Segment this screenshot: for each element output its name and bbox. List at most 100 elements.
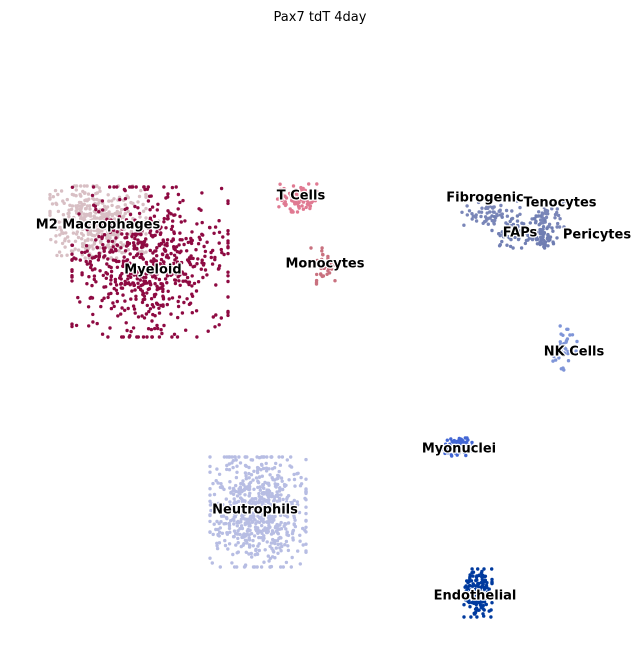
point-m2-macrophages — [100, 229, 104, 233]
point-tenocytes — [555, 207, 559, 211]
point-m2-macrophages — [118, 224, 122, 228]
point-endothelial — [475, 592, 479, 596]
point-t-cells — [300, 204, 304, 208]
point-myeloid — [87, 324, 91, 328]
point-myeloid — [178, 200, 182, 205]
point-m2-macrophages — [49, 237, 53, 242]
point-m2-macrophages — [48, 213, 52, 217]
point-m2-macrophages — [87, 244, 91, 248]
point-neutrophils — [264, 508, 268, 512]
point-m2-macrophages — [87, 213, 91, 217]
point-neutrophils — [293, 484, 297, 488]
point-m2-macrophages — [54, 201, 58, 205]
point-myeloid — [80, 250, 84, 255]
point-neutrophils — [265, 455, 269, 459]
point-neutrophils — [228, 530, 232, 534]
point-myeloid — [121, 335, 126, 339]
point-myeloid — [177, 295, 182, 299]
point-endothelial — [483, 578, 488, 582]
point-monocytes — [319, 272, 323, 276]
point-t-cells — [315, 182, 319, 186]
point-myeloid — [125, 232, 129, 236]
point-nk-cells — [555, 344, 559, 348]
point-m2-macrophages — [65, 197, 70, 202]
point-neutrophils — [232, 522, 236, 526]
point-fibrogenic — [485, 211, 489, 215]
point-nk-cells — [559, 348, 563, 353]
point-myeloid — [165, 217, 170, 221]
point-myeloid — [112, 286, 116, 291]
point-neutrophils — [247, 494, 251, 498]
cluster-tenocytes — [530, 201, 566, 229]
point-neutrophils — [285, 515, 290, 519]
point-neutrophils — [260, 491, 265, 495]
point-myeloid — [90, 283, 94, 288]
label-faps: FAPs — [503, 226, 538, 241]
point-myeloid — [100, 332, 105, 336]
point-myeloid — [182, 242, 186, 247]
point-neutrophils — [282, 506, 286, 510]
point-neutrophils — [303, 496, 307, 501]
point-myeloid — [200, 220, 204, 225]
point-fibrogenic — [492, 221, 496, 225]
point-m2-macrophages — [95, 184, 99, 188]
point-neutrophils — [278, 486, 282, 490]
point-m2-macrophages — [52, 220, 56, 225]
point-neutrophils — [221, 514, 226, 518]
point-nk-cells — [565, 337, 570, 341]
point-m2-macrophages — [119, 207, 124, 212]
point-neutrophils — [228, 500, 232, 504]
point-myeloid — [149, 259, 153, 263]
point-m2-macrophages — [113, 225, 118, 229]
point-neutrophils — [258, 497, 262, 502]
point-myeloid — [115, 230, 119, 234]
point-neutrophils — [227, 542, 232, 546]
point-myeloid — [125, 241, 130, 245]
point-m2-macrophages — [110, 212, 114, 217]
point-endothelial — [469, 615, 473, 619]
point-monocytes — [314, 280, 319, 285]
point-myeloid — [157, 219, 161, 224]
point-myeloid — [121, 264, 125, 269]
point-neutrophils — [241, 500, 246, 505]
point-neutrophils — [244, 486, 248, 491]
point-myeloid — [171, 261, 176, 266]
point-myeloid — [123, 308, 127, 312]
point-myeloid — [112, 185, 116, 189]
point-myeloid — [173, 281, 178, 286]
point-myeloid — [185, 275, 190, 280]
point-endothelial — [465, 596, 469, 600]
point-m2-macrophages — [57, 250, 62, 254]
point-myeloid — [119, 282, 123, 286]
point-m2-macrophages — [122, 223, 126, 227]
point-pericytes — [550, 226, 554, 230]
point-neutrophils — [263, 548, 267, 552]
point-myeloid — [87, 253, 91, 257]
point-fibrogenic — [515, 199, 519, 203]
point-myeloid — [98, 269, 102, 273]
point-neutrophils — [262, 497, 266, 502]
point-m2-macrophages — [61, 199, 65, 203]
point-myeloid — [94, 280, 98, 284]
point-nk-cells — [575, 339, 579, 344]
point-neutrophils — [230, 561, 234, 565]
point-m2-macrophages — [92, 228, 96, 232]
point-m2-macrophages — [122, 243, 126, 247]
point-myeloid — [151, 235, 155, 239]
point-myeloid — [145, 267, 150, 271]
point-neutrophils — [229, 519, 233, 523]
point-myeloid — [104, 276, 109, 280]
point-myeloid — [119, 246, 123, 250]
point-faps — [509, 217, 514, 221]
point-neutrophils — [243, 538, 248, 542]
point-neutrophils — [215, 544, 219, 548]
point-m2-macrophages — [61, 213, 66, 217]
point-myeloid — [99, 304, 103, 309]
point-neutrophils — [252, 487, 256, 491]
point-myeloid — [72, 256, 76, 260]
point-neutrophils — [244, 550, 248, 554]
point-myeloid — [175, 260, 180, 264]
point-neutrophils — [228, 503, 233, 508]
point-m2-macrophages — [98, 189, 102, 193]
point-neutrophils — [299, 482, 304, 486]
